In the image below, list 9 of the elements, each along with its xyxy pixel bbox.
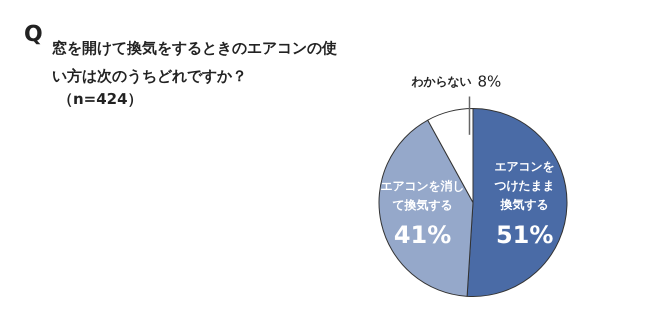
slice-label: エアコンを消して換気する: [380, 178, 465, 212]
slice-label: エアコンをつけたまま換気する: [494, 160, 555, 212]
text: Q: [24, 22, 43, 47]
text: （n=424）: [58, 90, 143, 109]
data-label: 41%: [394, 221, 452, 250]
slice-label: わからない: [410, 74, 472, 89]
text: 窓を開けて換気をするときのエアコンの使い方は次のうちどれですか？: [52, 38, 338, 87]
data-label: 51%: [496, 220, 554, 249]
data-label: 8%: [477, 72, 502, 90]
